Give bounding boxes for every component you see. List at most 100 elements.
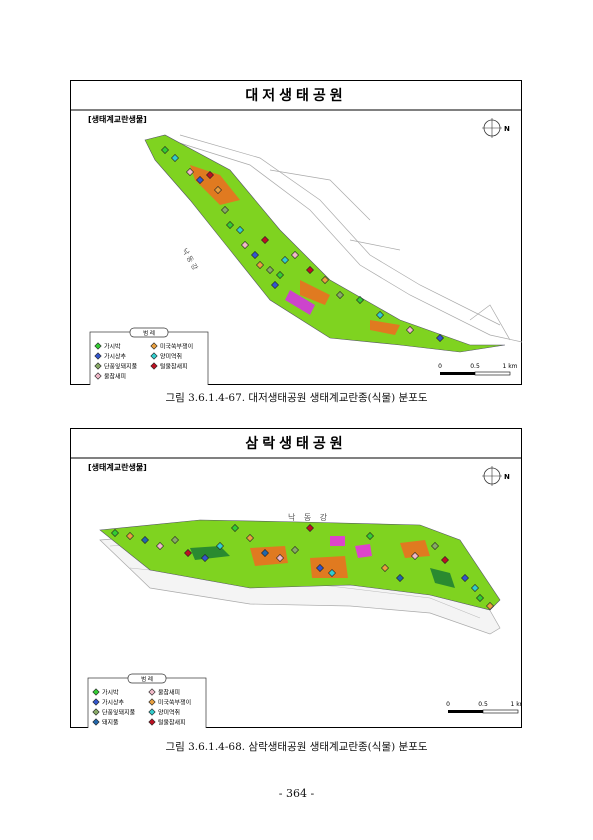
marker (236, 226, 244, 234)
marker (306, 524, 314, 532)
marker (231, 524, 239, 532)
marker (406, 326, 414, 334)
legend-symbol (94, 352, 102, 360)
roads (169, 134, 522, 343)
legend-label: 단풍잎돼지풀 (102, 709, 136, 717)
marker (291, 251, 299, 259)
marker (261, 549, 269, 557)
legend-symbol (150, 362, 158, 370)
marker (291, 546, 299, 554)
map-title: 삼락생태공원 (245, 436, 346, 452)
legend-symbol (92, 708, 100, 716)
marker (336, 291, 344, 299)
marker (476, 594, 484, 602)
map-subtitle: [생태계교란생물] (88, 462, 147, 472)
legend-symbol (92, 688, 100, 696)
legend-label: 미국쑥부쟁이 (160, 343, 193, 351)
marker (396, 574, 404, 582)
legend-symbol (92, 718, 100, 726)
marker (186, 168, 194, 176)
marker (436, 334, 444, 342)
marker (356, 296, 364, 304)
scale-bar: 0 0.5 1 km (438, 363, 518, 376)
patch (190, 165, 400, 335)
legend-label: 가시상추 (102, 699, 125, 707)
marker (306, 266, 314, 274)
scale-label: 1 km (510, 701, 522, 708)
marker (171, 154, 179, 162)
markers (111, 524, 494, 610)
caption: 그림 3.6.1.4-67. 대저생태공원 생태계교란종(식물) 분포도 (165, 392, 428, 404)
marker (156, 542, 164, 550)
north-label: N (504, 125, 510, 133)
marker (201, 554, 209, 562)
legend-box (87, 677, 207, 728)
legend-symbol (148, 698, 156, 706)
legend-label: 양미역취 (160, 353, 182, 361)
north-needle (482, 466, 502, 486)
marker (266, 266, 274, 274)
marker (366, 532, 374, 540)
legend-label: 양미역취 (158, 709, 180, 717)
marker (171, 536, 179, 544)
marker (261, 236, 269, 244)
scale-label: 1 km (502, 363, 517, 370)
marker (226, 221, 234, 229)
scale-black (448, 710, 483, 713)
marker (441, 556, 449, 564)
legend-symbol (94, 342, 102, 350)
legend-title-box (129, 327, 169, 338)
marker (141, 536, 149, 544)
marker (321, 276, 329, 284)
legend-box (89, 331, 209, 385)
marker (316, 564, 324, 572)
marker (214, 186, 222, 194)
map-title: 대저생태공원 (245, 88, 346, 104)
marker (471, 584, 479, 592)
scale-label: 0.5 (478, 701, 488, 708)
marker (276, 554, 284, 562)
marker (376, 311, 384, 319)
marker (381, 564, 389, 572)
marker (246, 534, 254, 542)
legend-label: 털물참새피 (158, 719, 186, 727)
legend-symbol (148, 708, 156, 716)
patch (285, 290, 315, 315)
legend-symbol (148, 718, 156, 726)
legend-label: 가시상추 (104, 353, 127, 361)
scale-label: 0.5 (470, 363, 480, 370)
marker (328, 569, 336, 577)
legend-label: 가시박 (104, 343, 121, 351)
north-arrow: N (482, 118, 510, 138)
legend-label: 단풍잎돼지풀 (104, 363, 138, 371)
marker (161, 146, 169, 154)
legend-symbol (148, 688, 156, 696)
marker (251, 251, 259, 259)
scale-label: 0 (446, 701, 450, 708)
marker (184, 549, 192, 557)
legend-symbol (92, 698, 100, 706)
marker (486, 602, 494, 610)
north-label: N (504, 473, 510, 481)
marker (461, 574, 469, 582)
legend-title: 범 례 (143, 329, 155, 337)
marker (196, 176, 204, 184)
markers (161, 146, 444, 342)
legend-label: 돼지풀 (102, 719, 119, 727)
marker (411, 552, 419, 560)
legend-title: 범 례 (141, 675, 153, 683)
map-subtitle: [생태계교란생물] (88, 114, 147, 124)
scale-black (440, 372, 475, 375)
legend-symbol (94, 372, 102, 380)
marker (221, 206, 229, 214)
marker (241, 241, 249, 249)
marker (111, 529, 119, 537)
legend-label: 미국쑥부쟁이 (158, 699, 191, 707)
legend-label: 가시박 (102, 689, 119, 697)
north-arrow: N (482, 466, 510, 486)
river-label: 낙 동 강 (288, 512, 330, 522)
legend-label: 물참새피 (104, 373, 126, 381)
legend-symbol (150, 352, 158, 360)
